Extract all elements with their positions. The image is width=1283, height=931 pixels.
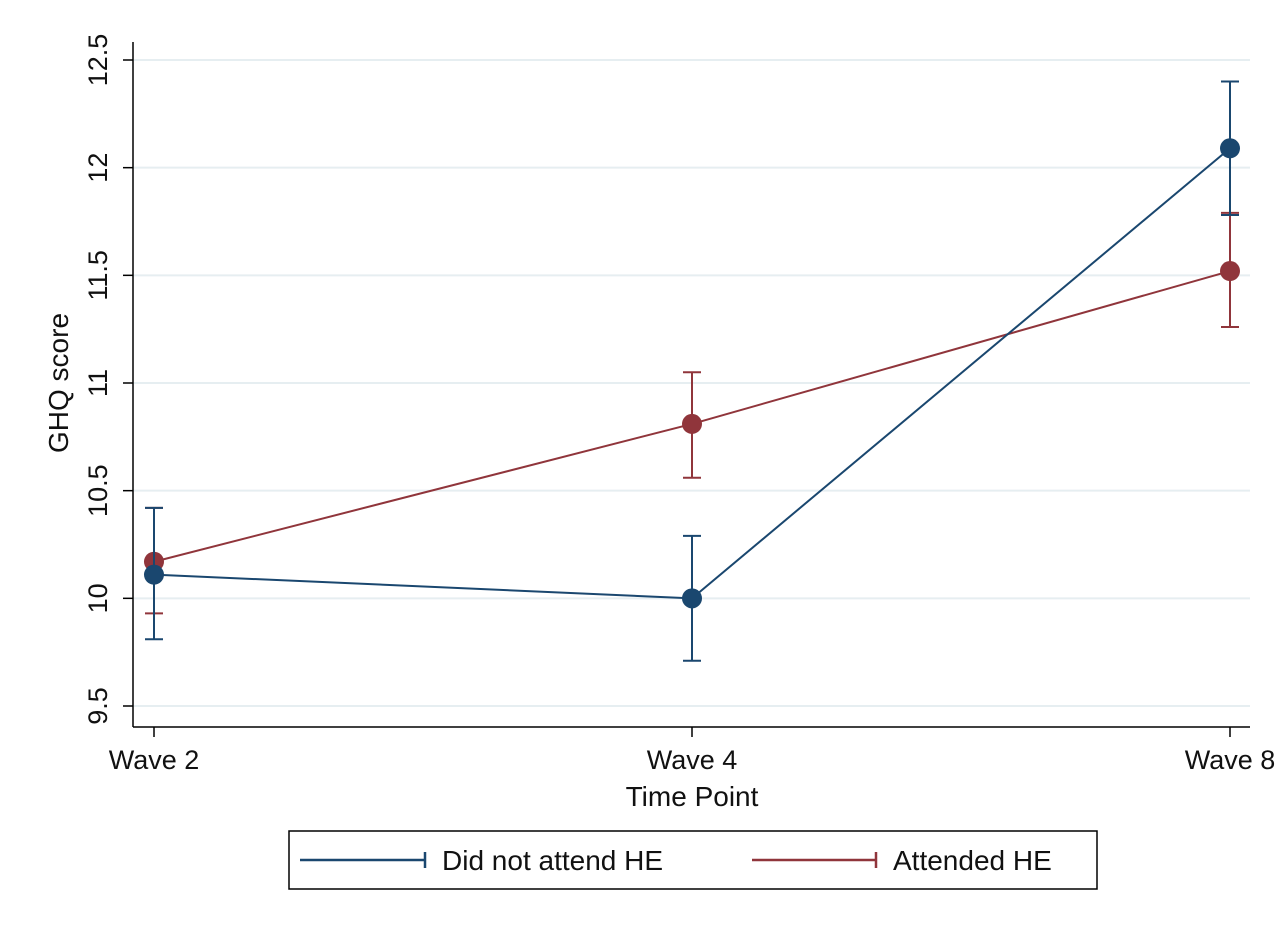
legend-label: Did not attend HE <box>442 845 663 876</box>
x-tick-label: Wave 2 <box>109 745 200 775</box>
x-tick-label: Wave 8 <box>1185 745 1276 775</box>
data-point <box>682 588 702 609</box>
y-tick-label: 10 <box>83 583 113 613</box>
y-ticks: 9.5 10 10.5 11 11.5 12 12.5 <box>83 34 133 725</box>
y-tick-label: 12.5 <box>83 34 113 87</box>
x-axis-title: Time Point <box>626 781 759 812</box>
series <box>144 80 1240 662</box>
x-ticks: Wave 2 Wave 4 Wave 8 <box>109 727 1276 775</box>
legend: Did not attend HE Attended HE <box>288 830 1098 890</box>
legend-item-attended: Attended HE <box>752 845 1052 876</box>
y-tick-label: 11 <box>83 369 113 397</box>
data-point <box>1220 261 1240 282</box>
data-point <box>144 564 164 585</box>
legend-item-did-not-attend: Did not attend HE <box>300 845 663 876</box>
data-point <box>682 413 702 434</box>
y-tick-label: 11.5 <box>83 250 113 301</box>
legend-label: Attended HE <box>893 845 1052 876</box>
y-tick-label: 9.5 <box>83 687 113 725</box>
gridlines <box>133 59 1250 707</box>
data-point <box>1220 138 1240 159</box>
x-tick-label: Wave 4 <box>647 745 738 775</box>
y-axis-title: GHQ score <box>43 313 74 453</box>
y-tick-label: 10.5 <box>83 464 113 517</box>
series-0 <box>144 80 1240 662</box>
y-tick-label: 12 <box>83 153 113 183</box>
